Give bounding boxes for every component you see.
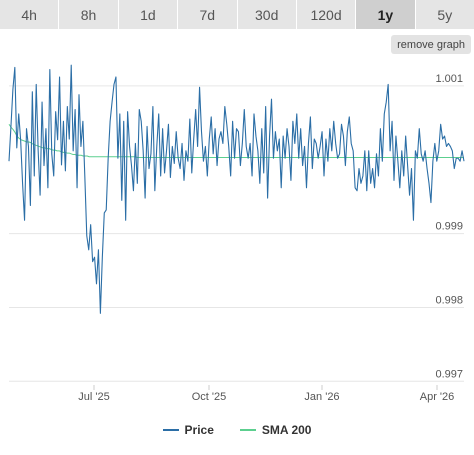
x-tick-label: Jul '25 bbox=[78, 391, 109, 403]
legend-swatch-price bbox=[162, 429, 179, 431]
y-tick-label: 0.998 bbox=[435, 294, 463, 306]
tab-8h[interactable]: 8h bbox=[59, 0, 119, 29]
chart-legend: Price SMA 200 bbox=[0, 420, 474, 440]
sma-200-line bbox=[8, 123, 464, 158]
axis-labels: 1.001 0.999 0.998 0.997 Jul '25 Oct '25 Jan '2… bbox=[78, 73, 463, 403]
legend-label-sma: SMA 200 bbox=[261, 423, 312, 437]
y-tick-label: 0.997 bbox=[435, 368, 463, 380]
tab-5y[interactable]: 5y bbox=[415, 0, 474, 29]
x-tick-label: Oct '25 bbox=[192, 391, 227, 403]
price-layer bbox=[8, 64, 465, 314]
price-line bbox=[8, 64, 465, 314]
legend-item-price[interactable]: Price bbox=[162, 423, 214, 437]
tab-30d[interactable]: 30d bbox=[237, 0, 297, 29]
y-tick-label: 1.001 bbox=[435, 73, 463, 85]
tab-7d[interactable]: 7d bbox=[178, 0, 238, 29]
x-tick-label: Apr '26 bbox=[420, 391, 455, 403]
legend-item-sma[interactable]: SMA 200 bbox=[239, 423, 312, 437]
x-tick-label: Jan '26 bbox=[304, 391, 339, 403]
tab-120d[interactable]: 120d bbox=[296, 0, 357, 29]
y-tick-label: 0.999 bbox=[435, 221, 463, 233]
tab-4h[interactable]: 4h bbox=[0, 0, 60, 29]
legend-swatch-sma bbox=[239, 429, 256, 431]
sma-layer bbox=[8, 123, 464, 158]
range-tabs: 4h 8h 1d 7d 30d 120d 1y 5y bbox=[0, 0, 474, 29]
tab-1d[interactable]: 1d bbox=[118, 0, 179, 29]
remove-graph-button[interactable]: remove graph bbox=[391, 35, 471, 54]
tab-1y[interactable]: 1y bbox=[356, 0, 416, 29]
legend-label-price: Price bbox=[184, 423, 214, 437]
